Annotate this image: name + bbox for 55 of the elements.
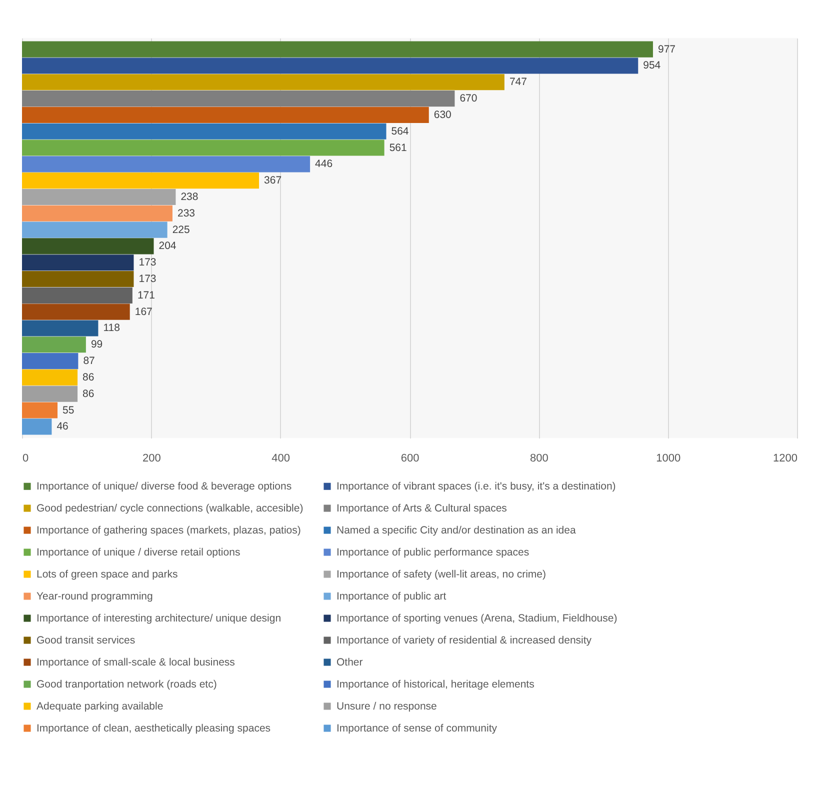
x-tick-label: 1200 — [773, 452, 798, 464]
data-label: 173 — [138, 273, 156, 286]
data-label: 46 — [56, 420, 69, 433]
data-label: 670 — [460, 92, 478, 105]
data-label: 204 — [158, 240, 176, 252]
legend-label: Importance of public performance spaces — [336, 546, 530, 558]
legend-label: Good tranportation network (roads etc) — [36, 678, 217, 690]
data-label: 86 — [82, 371, 94, 384]
data-label: 367 — [264, 174, 282, 187]
data-label: 238 — [180, 190, 198, 203]
legend-label: Importance of unique / diverse retail options — [36, 546, 240, 558]
legend-label: Importance of public art — [336, 590, 446, 602]
legend-label: Other — [336, 656, 364, 668]
data-label: 99 — [90, 338, 103, 351]
legend-label: Named a specific City and/or destination as an idea — [336, 524, 576, 536]
legend-label: Importance of sporting venues (Arena, Stadium, Fieldhouse) — [336, 612, 618, 624]
data-label: 561 — [389, 142, 407, 154]
legend-label: Year-round programming — [36, 590, 153, 602]
legend-label: Importance of safety (well-lit areas, no crime) — [336, 568, 546, 580]
legend-label: Adequate parking available — [36, 700, 164, 712]
data-label: 233 — [177, 207, 196, 220]
x-tick-label: 1000 — [656, 452, 681, 464]
legend-label: Importance of small-scale & local business — [36, 656, 235, 668]
data-label: 747 — [509, 76, 528, 88]
legend-label: Importance of historical, heritage elements — [336, 678, 534, 690]
data-label: 446 — [315, 158, 333, 170]
legend-label: Good transit services — [36, 634, 136, 646]
legend-label: Unsure / no response — [336, 700, 438, 712]
legend-label: Good pedestrian/ cycle connections (walkable, accesible) — [36, 502, 304, 514]
legend-label: Lots of green space and parks — [36, 568, 178, 580]
data-label: 564 — [391, 125, 409, 138]
legend-label: Importance of Arts & Cultural spaces — [336, 502, 507, 514]
data-label: 86 — [82, 388, 94, 400]
legend-label: Importance of unique/ diverse food & beverage options — [36, 480, 292, 492]
legend-label: Importance of gathering spaces (markets, plazas, patios) — [36, 524, 301, 536]
x-tick-label: 0 — [22, 452, 29, 464]
data-label: 87 — [83, 355, 96, 368]
x-tick-label: 200 — [142, 452, 161, 464]
legend-label: Importance of vibrant spaces (i.e. it's busy, it's a destination) — [336, 480, 616, 492]
data-label: 171 — [137, 289, 156, 302]
data-label: 954 — [643, 60, 661, 72]
data-label: 55 — [62, 404, 74, 416]
x-tick-label: 600 — [400, 452, 420, 464]
data-label: 225 — [172, 224, 190, 236]
data-label: 167 — [134, 306, 153, 318]
legend-label: Importance of variety of residential & increased density — [336, 634, 592, 646]
data-label: 977 — [658, 43, 676, 56]
data-label: 173 — [138, 256, 156, 269]
x-tick-label: 400 — [272, 452, 290, 464]
data-label: 630 — [434, 108, 452, 121]
legend-label: Importance of clean, aesthetically pleasing spaces — [36, 722, 271, 734]
x-tick-label: 800 — [530, 452, 548, 464]
legend-label: Importance of sense of community — [336, 722, 498, 734]
legend-label: Importance of interesting architecture/ unique design — [36, 612, 282, 624]
data-label: 118 — [103, 322, 120, 334]
